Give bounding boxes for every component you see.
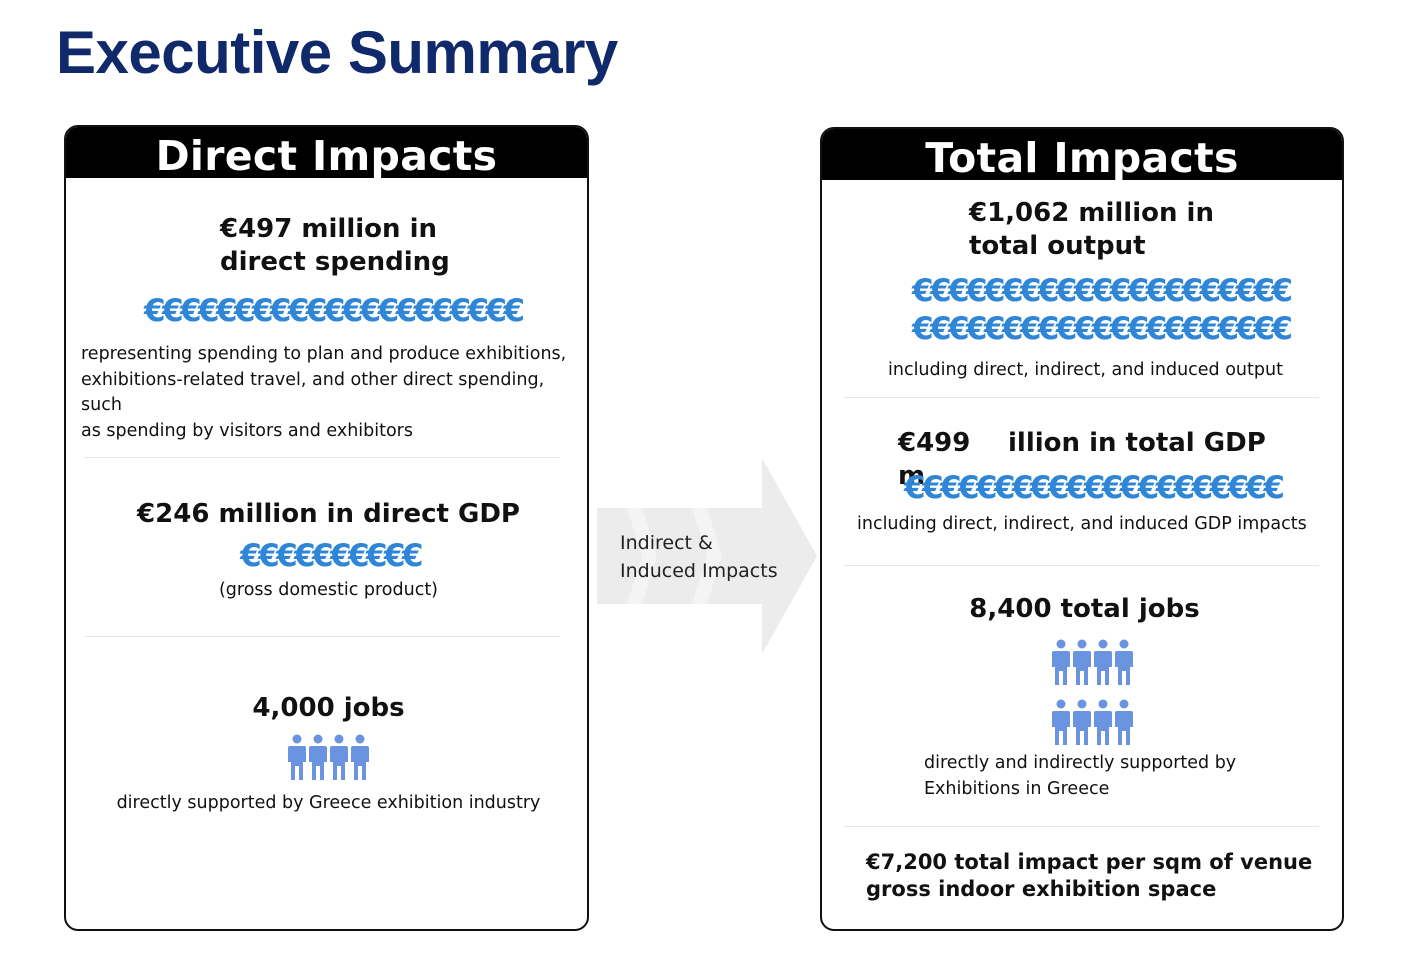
person-icon — [330, 734, 348, 780]
total-output-euro-icons-row-1: €€€€€€€€€€€€€€€€€€€€€ — [912, 273, 1293, 309]
total-sqm-impact: €7,200 total impact per sqm of venue gro… — [866, 849, 1312, 903]
total-jobs-people-icons-row-2 — [1052, 699, 1133, 745]
divider — [84, 457, 560, 458]
right-arrow-icon — [597, 458, 817, 654]
total-output-note: including direct, indirect, and induced … — [888, 360, 1283, 380]
total-impacts-panel: Total Impacts €1,062 million in total ou… — [820, 127, 1344, 931]
person-icon — [1094, 639, 1112, 685]
total-jobs-note-line-2: Exhibitions in Greece — [924, 778, 1110, 799]
direct-spending-headline: €497 million in direct spending — [220, 213, 450, 279]
person-icon — [1052, 699, 1070, 745]
divider — [84, 636, 560, 637]
divider — [844, 397, 1319, 398]
total-jobs-note: directly and indirectly supported by Exh… — [924, 751, 1236, 802]
total-jobs-note-line-1: directly and indirectly supported by — [924, 753, 1237, 773]
direct-spending-desc-line-2: exhibitions-related travel, and other di… — [81, 369, 545, 416]
divider — [844, 565, 1319, 566]
person-icon — [309, 734, 327, 780]
person-icon — [1115, 699, 1133, 745]
direct-jobs-people-icons — [288, 734, 369, 780]
direct-spending-headline-line-2: direct spending — [220, 247, 450, 277]
person-icon — [1073, 699, 1091, 745]
total-gdp-headline-rest: illion in total GDP — [1008, 428, 1266, 458]
person-icon — [288, 734, 306, 780]
person-icon — [1115, 639, 1133, 685]
page-title: Executive Summary — [56, 19, 618, 86]
direct-spending-euro-icons: €€€€€€€€€€€€€€€€€€€€€ — [144, 293, 525, 329]
total-jobs-headline: 8,400 total jobs — [969, 594, 1200, 624]
indirect-induced-label-line-1: Indirect & — [620, 532, 713, 554]
total-sqm-impact-line-1: €7,200 total impact per sqm of venue — [866, 850, 1313, 874]
direct-spending-description: representing spending to plan and produc… — [81, 342, 586, 444]
indirect-induced-label-line-2: Induced Impacts — [620, 560, 778, 582]
total-gdp-euro-icons: €€€€€€€€€€€€€€€€€€€€€ — [904, 470, 1285, 506]
direct-jobs-note: directly supported by Greece exhibition … — [116, 793, 541, 813]
direct-impacts-header: Direct Impacts — [66, 127, 587, 180]
person-icon — [1052, 639, 1070, 685]
total-output-headline-line-1: €1,062 million in — [969, 198, 1214, 228]
total-output-headline: €1,062 million in total output — [969, 197, 1214, 263]
total-gdp-note: including direct, indirect, and induced … — [857, 514, 1307, 534]
direct-impacts-panel: Direct Impacts €497 million in direct sp… — [64, 125, 589, 931]
direct-jobs-headline: 4,000 jobs — [252, 693, 405, 723]
direct-spending-desc-line-3: as spending by visitors and exhibitors — [81, 420, 413, 441]
divider — [844, 826, 1319, 827]
total-output-euro-icons-row-2: €€€€€€€€€€€€€€€€€€€€€ — [912, 311, 1293, 347]
direct-gdp-euro-icons: €€€€€€€€€€ — [240, 538, 423, 574]
total-output-headline-line-2: total output — [969, 231, 1146, 261]
indirect-induced-label: Indirect & Induced Impacts — [620, 529, 778, 585]
direct-gdp-note: (gross domestic product) — [218, 580, 439, 600]
direct-spending-headline-line-1: €497 million in — [220, 214, 438, 244]
total-impacts-header: Total Impacts — [822, 129, 1342, 182]
total-gdp-headline-amount: €499 — [898, 428, 971, 458]
total-jobs-people-icons-row-1 — [1052, 639, 1133, 685]
person-icon — [1094, 699, 1112, 745]
person-icon — [351, 734, 369, 780]
total-sqm-impact-line-2: gross indoor exhibition space — [866, 877, 1217, 901]
total-gdp-headline-wrapped-letter: m — [898, 461, 926, 491]
direct-gdp-headline: €246 million in direct GDP — [137, 499, 520, 529]
direct-spending-desc-line-1: representing spending to plan and produc… — [81, 344, 567, 364]
person-icon — [1073, 639, 1091, 685]
